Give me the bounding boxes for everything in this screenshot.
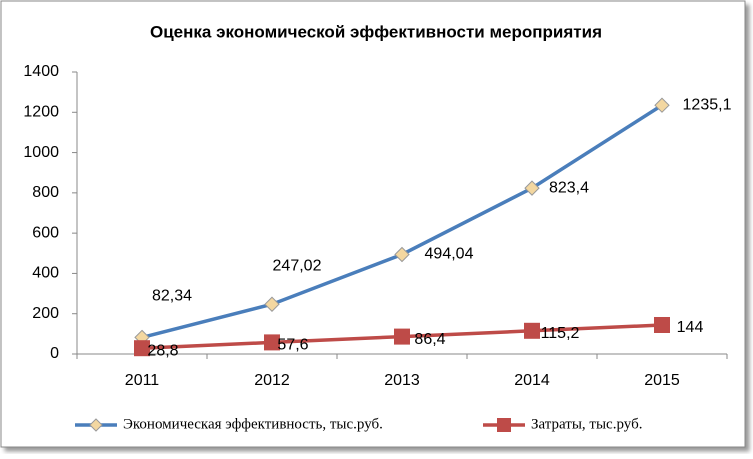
chart-border <box>0 0 746 448</box>
data-label: 115,2 <box>541 325 580 342</box>
chart-title: Оценка экономической эффективности мероп… <box>150 22 602 41</box>
point-marker <box>134 340 150 357</box>
legend-marker <box>89 418 103 432</box>
data-label: 823,4 <box>549 179 589 196</box>
data-label: 57,6 <box>277 337 308 354</box>
legend-label: Затраты, тыс.руб. <box>531 416 642 432</box>
legend-label: Экономическая эффективность, тыс.руб. <box>123 416 383 432</box>
legend-marker <box>497 418 511 432</box>
y-tick-label: 1000 <box>23 144 59 161</box>
y-tick-label: 400 <box>32 265 59 282</box>
y-tick-label: 800 <box>32 184 59 201</box>
x-tick-label: 2013 <box>384 372 420 389</box>
point-marker <box>264 334 280 351</box>
x-tick-label: 2014 <box>514 372 550 389</box>
y-tick-label: 1400 <box>23 63 59 80</box>
data-label: 144 <box>677 319 704 336</box>
point-marker <box>524 322 540 339</box>
data-label: 247,02 <box>273 257 322 274</box>
data-label: 1235,1 <box>683 96 732 113</box>
y-tick-label: 200 <box>32 305 59 322</box>
data-label: 82,34 <box>152 288 192 305</box>
point-marker <box>654 97 670 113</box>
point-marker <box>264 296 280 312</box>
point-marker <box>654 316 670 333</box>
data-label: 494,04 <box>425 246 474 263</box>
y-tick-label: 600 <box>32 224 59 241</box>
y-tick-label: 1200 <box>23 104 59 121</box>
data-label: 28,8 <box>147 342 178 359</box>
x-tick-label: 2011 <box>125 372 160 389</box>
data-label: 86,4 <box>414 331 445 348</box>
x-tick-label: 2015 <box>644 372 680 389</box>
x-tick-label: 2012 <box>254 372 290 389</box>
point-marker <box>394 328 410 345</box>
point-marker <box>524 180 540 196</box>
y-tick-label: 0 <box>50 345 59 362</box>
point-marker <box>394 246 410 263</box>
